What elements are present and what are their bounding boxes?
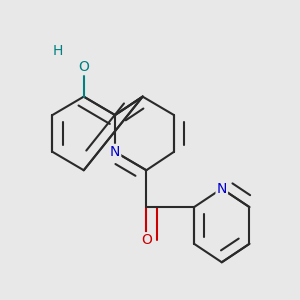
Text: O: O (78, 60, 89, 74)
Text: H: H (53, 44, 63, 58)
Text: N: N (217, 182, 227, 196)
Text: N: N (110, 145, 120, 159)
Text: O: O (141, 233, 152, 247)
